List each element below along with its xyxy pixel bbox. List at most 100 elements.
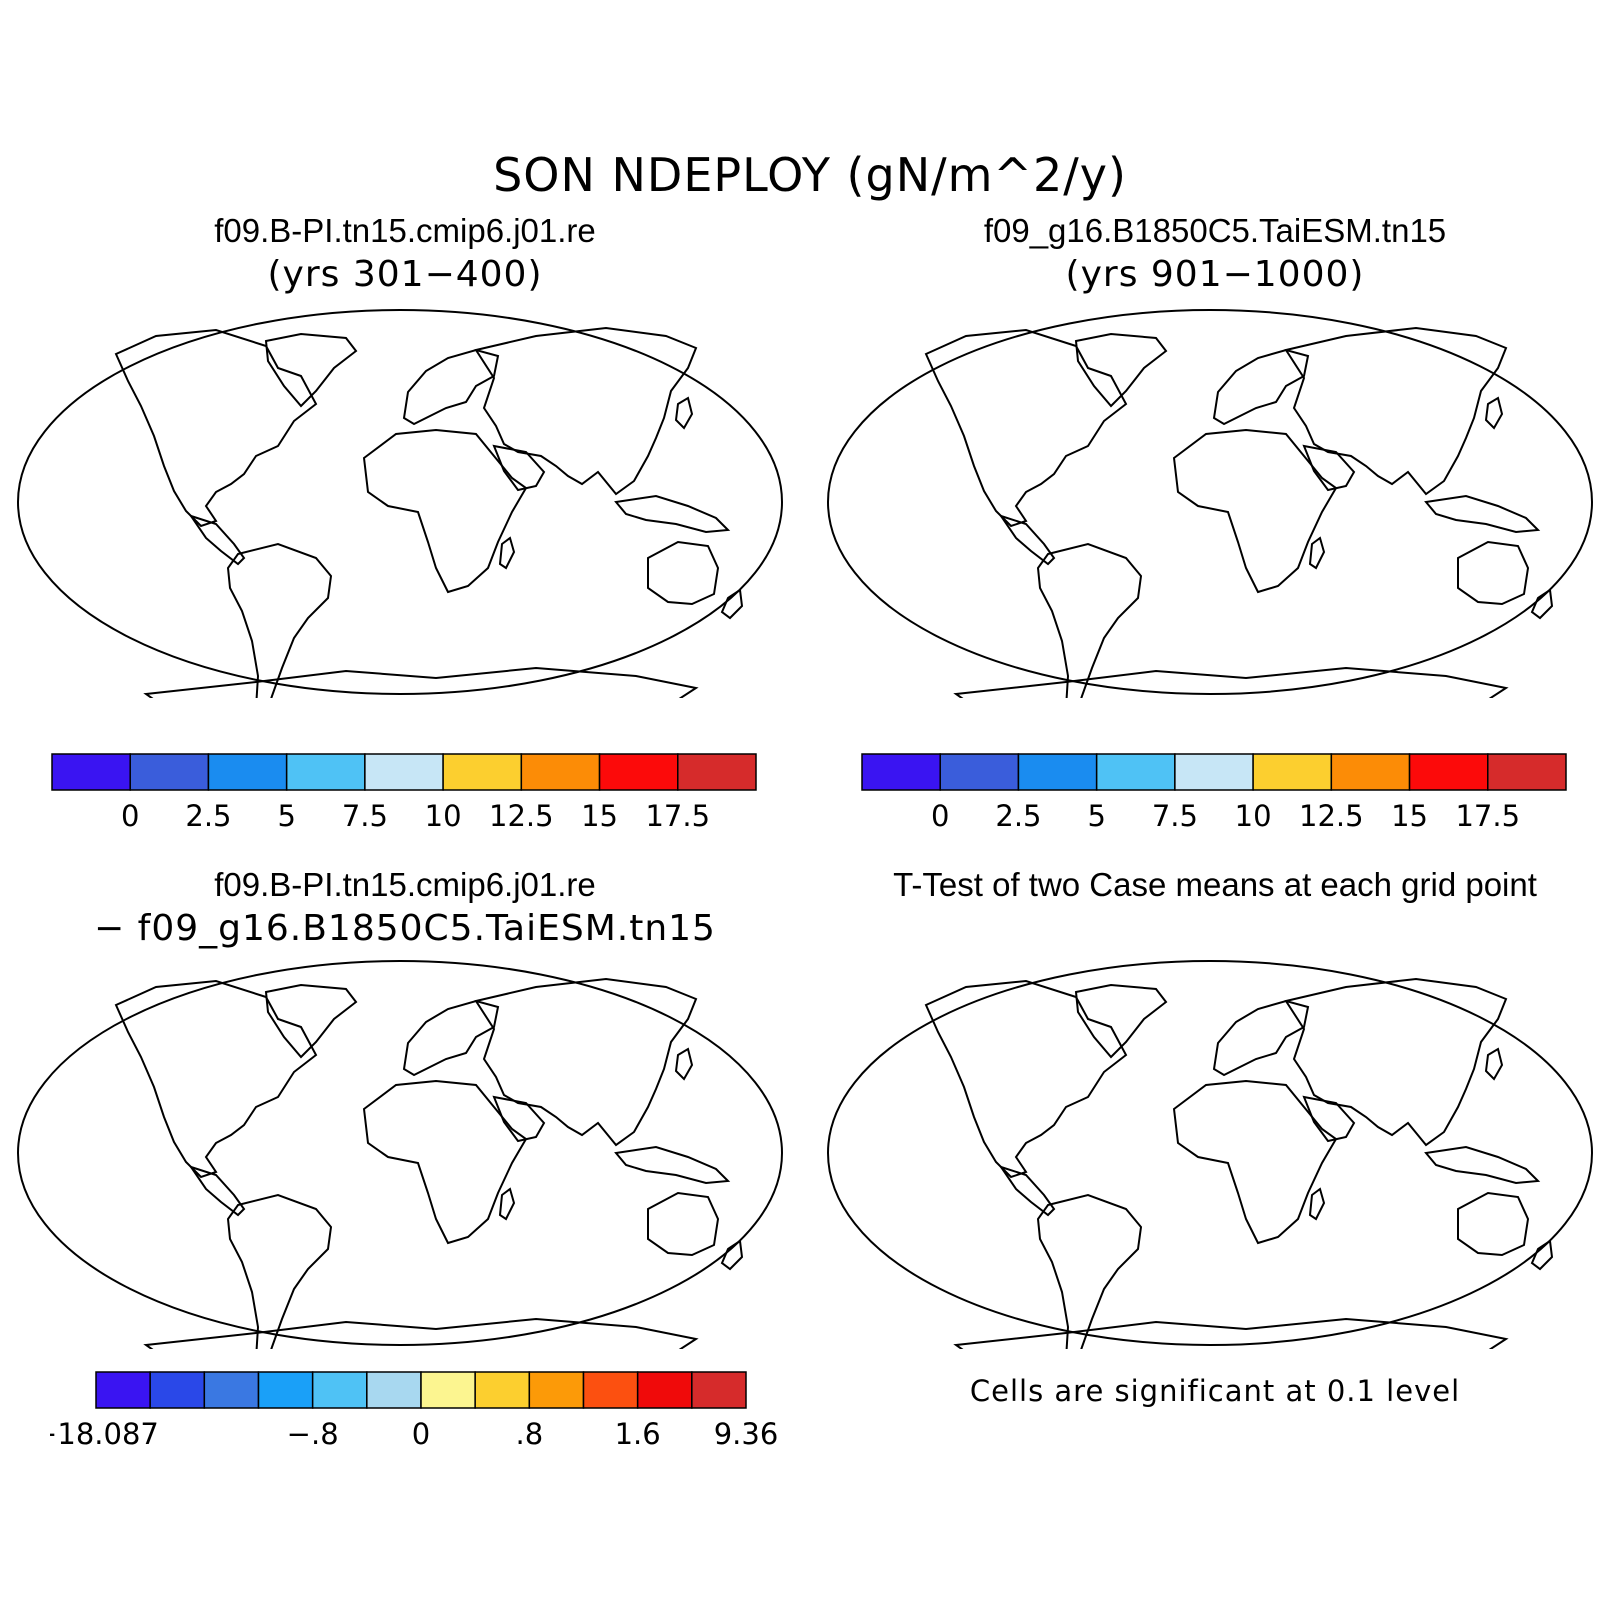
- field-hotspot: [1496, 576, 1536, 616]
- colorbar-swatch: [474, 1371, 531, 1409]
- map-case1: [17, 309, 783, 698]
- colorbar-label: 7.5: [1152, 799, 1198, 832]
- colorbar-swatch: [939, 753, 1020, 791]
- colorbar-swatch: [1095, 753, 1176, 791]
- colorbar-swatch: [1252, 753, 1333, 791]
- field-hotspot: [1456, 1199, 1526, 1255]
- colorbar-case1: 0 2.5 5 7.5 10 12.5 15 17.5: [51, 753, 757, 832]
- field-hotspot: [1353, 414, 1469, 498]
- field-hotspot: [1019, 381, 1069, 431]
- field-hotspot: [1241, 516, 1291, 596]
- field-hotspot: [431, 516, 481, 596]
- panel-diff-subtitle: − f09_g16.B1850C5.TaiESM.tn15: [94, 908, 716, 949]
- field-hotspot: [541, 416, 651, 496]
- map-border: [17, 960, 783, 1346]
- field-hotspot: [1196, 1097, 1296, 1137]
- field-hotspot: [256, 578, 336, 634]
- colorbar-label: 2.5: [995, 799, 1041, 832]
- colorbar-label: 15: [1391, 799, 1428, 832]
- field-hotspot: [366, 1137, 506, 1157]
- field-hotspot: [259, 1267, 289, 1337]
- colorbar-label: −18.087: [50, 1417, 159, 1450]
- field-hotspot: [416, 1017, 496, 1057]
- colorbar-swatch: [636, 1371, 693, 1409]
- colorbar-swatch: [420, 1371, 476, 1409]
- field-hotspot: [611, 381, 661, 441]
- colorbar-swatch: [285, 753, 366, 791]
- colorbar-swatch: [1408, 753, 1489, 791]
- main-title: SON NDEPLOY (gN/m^2/y): [493, 148, 1127, 202]
- colorbar-label: 5: [1087, 799, 1105, 832]
- field-hotspot: [1216, 376, 1316, 416]
- field-hotspot: [976, 376, 1036, 436]
- colorbar-label: 15: [581, 799, 618, 832]
- field-hotspot: [1331, 1067, 1361, 1087]
- colorbar-label: 10: [425, 799, 462, 832]
- colorbar-label: 7.5: [342, 799, 388, 832]
- colorbar-swatch: [366, 1371, 422, 1409]
- panel-case2-subtitle: (yrs 901−1000): [1065, 254, 1365, 295]
- colorbar-swatch: [95, 1371, 151, 1409]
- colorbar-label: .8: [515, 1417, 543, 1450]
- field-hotspot: [256, 576, 316, 636]
- field-hotspot: [1421, 381, 1471, 441]
- field-hotspot: [1071, 578, 1131, 634]
- significance-note: Cells are significant at 0.1 level: [969, 1374, 1461, 1408]
- field-hotspot: [566, 1077, 646, 1117]
- colorbar-swatch: [442, 753, 523, 791]
- map-border: [17, 309, 783, 695]
- field-hotspot: [1361, 1037, 1411, 1067]
- colorbar-label: 17.5: [645, 799, 710, 832]
- map-border: [827, 309, 1593, 695]
- colorbar-label: 10: [1235, 799, 1272, 832]
- colorbar-swatch: [203, 1371, 260, 1409]
- field-hotspot: [686, 576, 726, 616]
- colorbar-diff: −18.087 −.8 0 .8 1.6 9.36: [50, 1371, 779, 1450]
- colorbar-swatch: [129, 753, 210, 791]
- field-hotspot: [251, 1215, 301, 1259]
- colorbar-swatch: [311, 1371, 368, 1409]
- colorbar-label: 0: [931, 799, 949, 832]
- colorbar-swatch: [207, 753, 288, 791]
- field-hotspot: [656, 1215, 686, 1239]
- field-hotspot: [201, 541, 311, 631]
- field-hotspot: [361, 466, 511, 536]
- map-border: [827, 960, 1593, 1346]
- colorbar-swatch: [691, 1371, 747, 1409]
- colorbar-swatch: [51, 753, 131, 791]
- field-hotspot: [151, 1007, 261, 1107]
- colorbar-label: 9.36: [714, 1417, 779, 1450]
- colorbar-swatch: [677, 753, 757, 791]
- panel-diff-title: f09.B-PI.tn15.cmip6.j01.re: [214, 866, 596, 903]
- panel-case2-title: f09_g16.B1850C5.TaiESM.tn15: [983, 212, 1447, 249]
- colorbar-label: 17.5: [1455, 799, 1520, 832]
- field-hotspot: [201, 1067, 261, 1127]
- colorbar-label: 5: [277, 799, 295, 832]
- colorbar-swatch: [582, 1371, 639, 1409]
- map-ttest: [827, 960, 1593, 1349]
- field-hotspot: [1216, 1127, 1326, 1247]
- field-hotspot: [486, 1012, 666, 1082]
- field-hotspot: [406, 376, 506, 416]
- colorbar-swatch: [861, 753, 941, 791]
- colorbar-swatch: [1330, 753, 1411, 791]
- field-hotspot: [209, 381, 259, 431]
- colorbar-swatch: [1017, 753, 1098, 791]
- panel-case1-subtitle: (yrs 301−400): [267, 254, 543, 295]
- colorbar-swatch: [528, 1371, 585, 1409]
- colorbar-swatch: [149, 1371, 206, 1409]
- colorbar-label: 0: [412, 1417, 430, 1450]
- panel-case1-title: f09.B-PI.tn15.cmip6.j01.re: [214, 212, 596, 249]
- colorbar-label: −.8: [287, 1417, 339, 1450]
- field-hotspot: [1316, 391, 1456, 441]
- field-hotspot: [391, 1142, 501, 1232]
- field-hotspot: [166, 376, 226, 436]
- colorbar-label: 1.6: [615, 1417, 661, 1450]
- colorbar-label: 12.5: [489, 799, 554, 832]
- colorbar-case2: 0 2.5 5 7.5 10 12.5 15 17.5: [861, 753, 1567, 832]
- field-hotspot: [506, 391, 646, 441]
- map-case2: [827, 309, 1593, 698]
- colorbar-swatch: [257, 1371, 314, 1409]
- colorbar-swatch: [364, 753, 444, 791]
- colorbar-swatch: [1487, 753, 1567, 791]
